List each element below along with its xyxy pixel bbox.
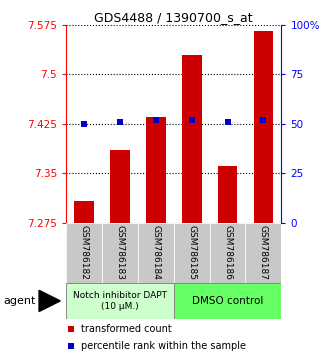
Bar <box>66 283 174 319</box>
Text: GSM786186: GSM786186 <box>223 225 232 280</box>
Bar <box>74 201 94 223</box>
Bar <box>218 166 237 223</box>
Polygon shape <box>39 290 60 312</box>
Bar <box>110 150 130 223</box>
Bar <box>254 32 273 223</box>
Bar <box>182 55 202 223</box>
Bar <box>102 223 138 283</box>
Text: percentile rank within the sample: percentile rank within the sample <box>81 341 246 351</box>
Title: GDS4488 / 1390700_s_at: GDS4488 / 1390700_s_at <box>94 11 253 24</box>
Bar <box>138 223 174 283</box>
Bar <box>246 223 281 283</box>
Text: agent: agent <box>3 296 36 306</box>
Bar <box>146 117 166 223</box>
Bar <box>210 223 246 283</box>
Text: DMSO control: DMSO control <box>192 296 263 306</box>
Text: GSM786182: GSM786182 <box>80 225 89 280</box>
Bar <box>174 283 281 319</box>
Text: transformed count: transformed count <box>81 324 172 333</box>
Text: GSM786185: GSM786185 <box>187 225 196 280</box>
Text: GSM786187: GSM786187 <box>259 225 268 280</box>
Bar <box>66 223 102 283</box>
Text: GSM786183: GSM786183 <box>116 225 124 280</box>
Bar <box>174 223 210 283</box>
Text: GSM786184: GSM786184 <box>151 225 160 280</box>
Text: Notch inhibitor DAPT
(10 μM.): Notch inhibitor DAPT (10 μM.) <box>73 291 167 310</box>
